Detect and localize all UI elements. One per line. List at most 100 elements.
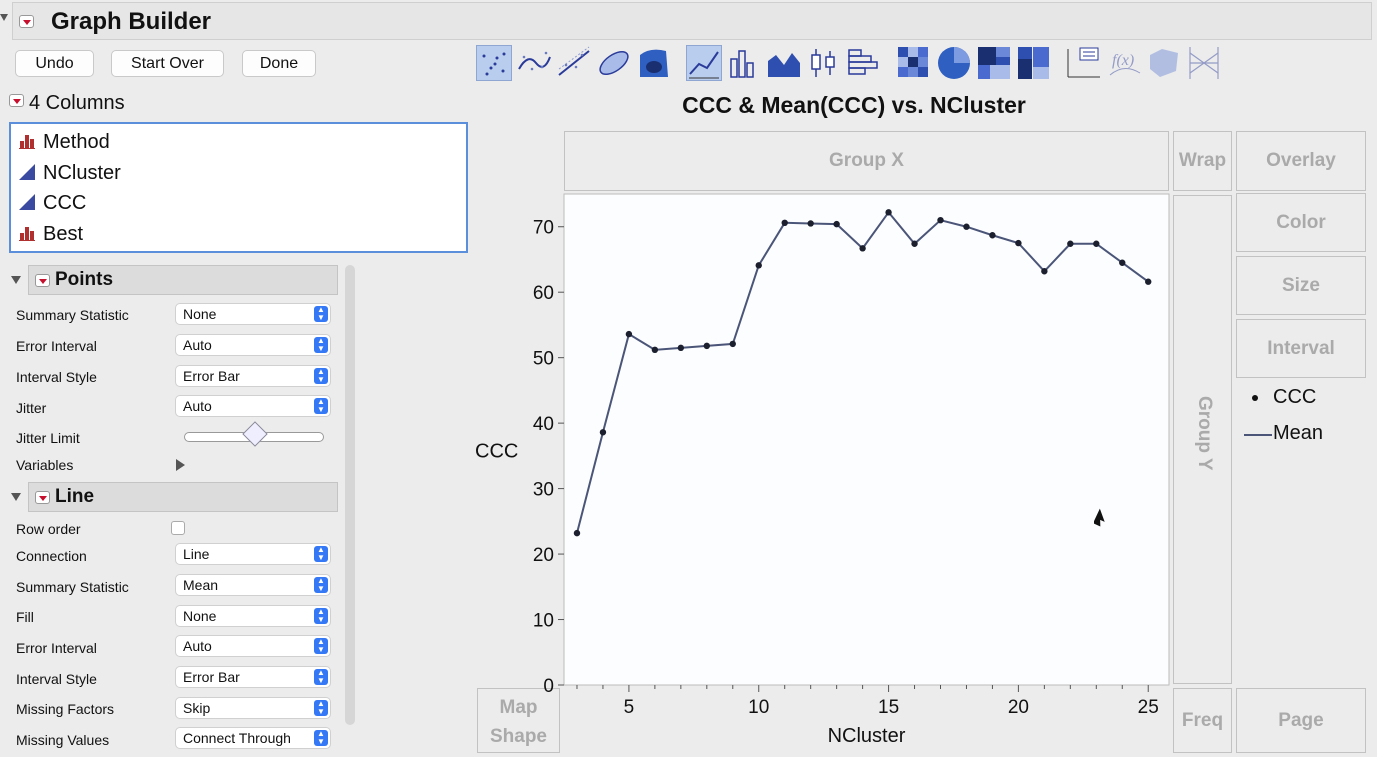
freq-zone[interactable]: Freq — [1173, 688, 1232, 753]
data-point-ccc — [703, 342, 711, 350]
overlay-zone[interactable]: Overlay — [1236, 131, 1366, 191]
box-plot-element-icon[interactable] — [806, 45, 842, 81]
options-scrollbar[interactable] — [345, 265, 355, 725]
data-point-ccc — [963, 223, 970, 230]
color-zone[interactable]: Color — [1236, 193, 1366, 252]
line-missing-values-select[interactable]: Connect Through ▲ ▼ — [175, 727, 331, 749]
histogram-element-icon[interactable] — [846, 45, 882, 81]
column-name: CCC — [43, 192, 87, 214]
row-order-checkbox[interactable] — [171, 521, 185, 535]
y-tick-label: 10 — [533, 611, 554, 632]
continuous-triangle-icon — [19, 189, 35, 219]
done-button[interactable]: Done — [242, 50, 316, 77]
map-shape-label-line2: Shape — [489, 726, 548, 747]
heatmap-element-icon[interactable] — [896, 45, 932, 81]
pie-element-icon[interactable] — [936, 45, 972, 81]
legend: CCC Mean — [1242, 384, 1362, 454]
line-connection-select[interactable]: Line ▲ ▼ — [175, 543, 331, 565]
points-summary-statistic-select[interactable]: None ▲ ▼ — [175, 303, 331, 325]
line-of-fit-element-icon[interactable] — [556, 45, 592, 81]
jitter-limit-label: Jitter Limit — [16, 430, 80, 446]
select-arrows-icon: ▲ ▼ — [314, 730, 328, 746]
column-item-best[interactable]: Best — [19, 219, 83, 249]
summary-statistic-label: Summary Statistic — [16, 579, 129, 595]
ellipse-element-icon[interactable] — [596, 45, 632, 81]
fill-label: Fill — [16, 609, 34, 625]
line-element-icon[interactable] — [686, 45, 722, 81]
columns-menu-icon[interactable] — [9, 94, 24, 107]
points-menu-icon[interactable] — [35, 274, 50, 287]
points-error-interval-select[interactable]: Auto ▲ ▼ — [175, 334, 331, 356]
line-fill-select[interactable]: None ▲ ▼ — [175, 605, 331, 627]
variables-expand-icon[interactable] — [176, 459, 185, 471]
wrap-zone[interactable]: Wrap — [1173, 131, 1232, 191]
variables-label: Variables — [16, 457, 74, 473]
connection-label: Connection — [16, 548, 87, 564]
select-arrows-icon: ▲ ▼ — [314, 337, 328, 353]
data-point-ccc — [937, 216, 944, 224]
summary-statistic-label: Summary Statistic — [16, 307, 129, 323]
group-y-zone[interactable]: Group Y — [1173, 195, 1232, 684]
data-point-ccc — [1015, 239, 1022, 247]
y-axis-label: CCC — [475, 440, 518, 462]
points-header-label: Points — [55, 269, 114, 290]
points-jitter-select[interactable]: Auto ▲ ▼ — [175, 395, 331, 417]
line-interval-style-select[interactable]: Error Bar ▲ ▼ — [175, 666, 331, 688]
caption-box-element-icon[interactable] — [1066, 45, 1102, 81]
area-element-icon[interactable] — [766, 45, 802, 81]
points-element-icon[interactable] — [476, 45, 512, 81]
slider-handle[interactable] — [242, 421, 268, 447]
select-arrows-icon: ▲ ▼ — [314, 669, 328, 685]
line-missing-factors-select[interactable]: Skip ▲ ▼ — [175, 697, 331, 719]
group-x-zone[interactable]: Group X — [564, 131, 1169, 191]
undo-button[interactable]: Undo — [15, 50, 94, 77]
column-item-ncluster[interactable]: NCluster — [19, 158, 121, 188]
column-item-ccc[interactable]: CCC — [19, 188, 86, 218]
line-disclosure-icon[interactable] — [11, 493, 21, 501]
red-triangle-menu-icon[interactable] — [19, 15, 34, 28]
line-menu-icon[interactable] — [35, 491, 50, 504]
x-tick-label: 20 — [1008, 697, 1029, 718]
parallel-element-icon[interactable] — [1186, 45, 1222, 81]
column-name: Best — [43, 223, 84, 245]
select-arrows-icon: ▲ ▼ — [314, 398, 328, 414]
nominal-bar-icon — [19, 128, 35, 158]
bar-element-icon[interactable] — [726, 45, 762, 81]
page-zone[interactable]: Page — [1236, 688, 1366, 753]
plot-area — [563, 193, 1170, 686]
line-error-interval-select[interactable]: Auto ▲ ▼ — [175, 635, 331, 657]
data-point-ccc — [911, 240, 918, 247]
interval-zone[interactable]: Interval — [1236, 319, 1366, 378]
data-point-ccc — [729, 340, 736, 348]
treemap-element-icon[interactable] — [976, 45, 1012, 81]
smoother-element-icon[interactable] — [516, 45, 552, 81]
x-axis-label: NCluster — [828, 725, 906, 747]
column-name: NCluster — [43, 162, 121, 184]
points-interval-style-select[interactable]: Error Bar ▲ ▼ — [175, 365, 331, 387]
select-arrows-icon: ▲ ▼ — [314, 546, 328, 562]
data-point-ccc — [989, 232, 996, 239]
data-point-ccc — [1093, 240, 1100, 247]
y-tick-label: 60 — [533, 283, 554, 304]
formula-element-icon[interactable]: f(x) — [1106, 45, 1142, 81]
contour-element-icon[interactable] — [636, 45, 672, 81]
y-tick-label: 20 — [533, 545, 554, 566]
line-summary-statistic-select[interactable]: Mean ▲ ▼ — [175, 574, 331, 596]
missing-values-label: Missing Values — [16, 732, 110, 748]
outline-disclosure-icon[interactable] — [0, 14, 8, 21]
map-shapes-element-icon[interactable] — [1146, 45, 1182, 81]
mosaic-element-icon[interactable] — [1016, 45, 1052, 81]
column-item-method[interactable]: Method — [19, 127, 110, 157]
legend-line-icon — [1244, 434, 1272, 436]
start-over-button[interactable]: Start Over — [111, 50, 224, 77]
data-point-ccc — [781, 219, 788, 227]
map-shape-zone[interactable]: Map Shape — [477, 688, 560, 753]
size-zone[interactable]: Size — [1236, 256, 1366, 315]
points-disclosure-icon[interactable] — [11, 276, 21, 284]
select-arrows-icon: ▲ ▼ — [314, 608, 328, 624]
jitter-limit-slider[interactable] — [184, 421, 324, 447]
column-name: Method — [43, 131, 110, 153]
data-point-ccc — [1067, 240, 1074, 247]
error-interval-label: Error Interval — [16, 640, 97, 656]
select-arrows-icon: ▲ ▼ — [314, 306, 328, 322]
